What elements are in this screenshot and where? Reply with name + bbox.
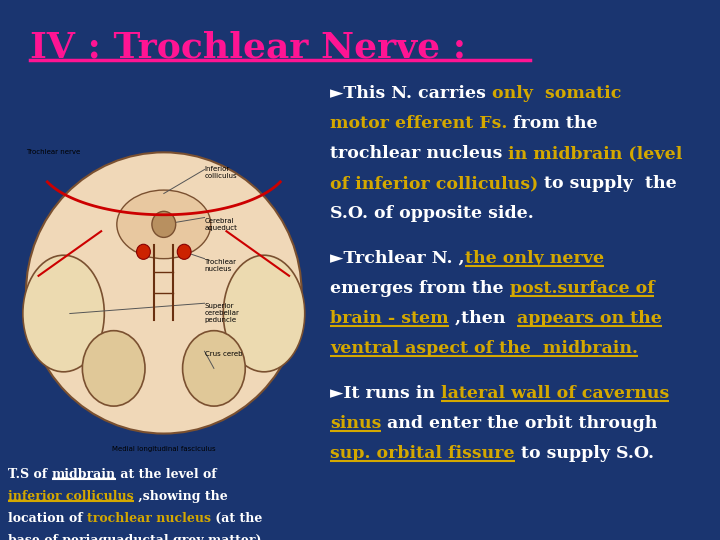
Text: base of periaquaductal grey matter): base of periaquaductal grey matter) xyxy=(8,534,261,540)
Text: of inferior colliculus): of inferior colliculus) xyxy=(330,175,539,192)
Ellipse shape xyxy=(117,190,211,259)
Text: lateral wall of cavernus: lateral wall of cavernus xyxy=(441,385,670,402)
Ellipse shape xyxy=(183,330,246,406)
Text: brain - stem: brain - stem xyxy=(330,310,449,327)
Text: midbrain: midbrain xyxy=(52,468,116,481)
Text: in midbrain (level: in midbrain (level xyxy=(508,145,683,162)
Text: Trochlear
nucleus: Trochlear nucleus xyxy=(204,259,236,272)
Circle shape xyxy=(177,244,191,259)
Text: Medial longitudinal fasciculus: Medial longitudinal fasciculus xyxy=(112,446,215,451)
Text: post.surface of: post.surface of xyxy=(510,280,654,297)
Text: ►Trchlear N. ,: ►Trchlear N. , xyxy=(330,250,464,267)
Text: to supply  the: to supply the xyxy=(539,175,677,192)
Ellipse shape xyxy=(23,255,104,372)
Text: at the level of: at the level of xyxy=(116,468,216,481)
Text: ,showing the: ,showing the xyxy=(134,490,228,503)
Text: Inferior
colliculus: Inferior colliculus xyxy=(204,166,237,179)
Text: T.S of: T.S of xyxy=(8,468,52,481)
Text: motor efferent Fs.: motor efferent Fs. xyxy=(330,115,508,132)
Text: Trochlear nerve: Trochlear nerve xyxy=(26,149,80,155)
Text: S.O. of opposite side.: S.O. of opposite side. xyxy=(330,205,534,222)
Text: appears on the: appears on the xyxy=(517,310,662,327)
Circle shape xyxy=(137,244,150,259)
Text: Superior
cerebellar
peduncle: Superior cerebellar peduncle xyxy=(204,303,239,323)
Text: sinus: sinus xyxy=(330,415,382,432)
Text: and enter the orbit through: and enter the orbit through xyxy=(382,415,658,432)
Text: Crus cereb: Crus cereb xyxy=(204,351,242,357)
Text: trochlear nucleus: trochlear nucleus xyxy=(87,512,211,525)
Text: IV : Trochlear Nerve :: IV : Trochlear Nerve : xyxy=(30,30,466,64)
Text: the only nerve: the only nerve xyxy=(464,250,604,267)
Ellipse shape xyxy=(26,152,302,434)
Text: ►This N. carries: ►This N. carries xyxy=(330,85,492,102)
Text: only  somatic: only somatic xyxy=(492,85,621,102)
Ellipse shape xyxy=(82,330,145,406)
Circle shape xyxy=(152,211,176,238)
Text: Cerebral
aqueduct: Cerebral aqueduct xyxy=(204,218,238,231)
Text: ventral aspect of the  midbrain.: ventral aspect of the midbrain. xyxy=(330,340,638,357)
Ellipse shape xyxy=(223,255,305,372)
Text: location of: location of xyxy=(8,512,87,525)
Text: (at the: (at the xyxy=(211,512,262,525)
Text: inferior colliculus: inferior colliculus xyxy=(8,490,134,503)
Text: sup. orbital fissure: sup. orbital fissure xyxy=(330,445,515,462)
Text: ,then: ,then xyxy=(449,310,517,327)
Text: to supply S.O.: to supply S.O. xyxy=(515,445,654,462)
Text: ►It runs in: ►It runs in xyxy=(330,385,441,402)
Text: trochlear nucleus: trochlear nucleus xyxy=(330,145,508,162)
Text: from the: from the xyxy=(508,115,598,132)
Text: emerges from the: emerges from the xyxy=(330,280,510,297)
